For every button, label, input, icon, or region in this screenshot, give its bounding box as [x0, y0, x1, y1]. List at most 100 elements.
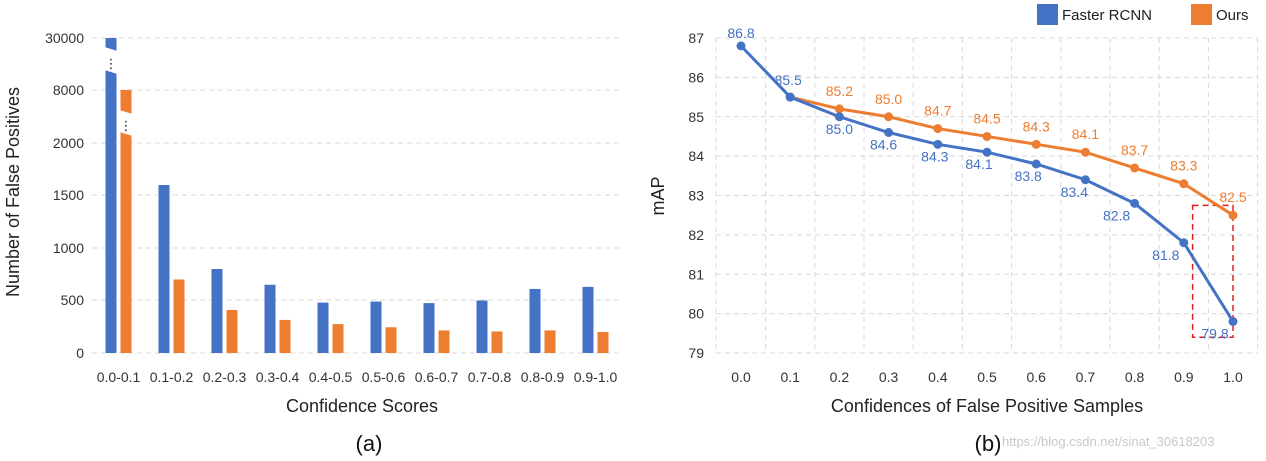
bar-faster-rcnn	[211, 269, 223, 353]
x-tick-label: 0.0	[731, 369, 751, 385]
bar-ours	[385, 327, 397, 353]
bar-faster-rcnn	[423, 303, 435, 353]
legend-swatch-faster-rcnn	[1037, 4, 1058, 25]
bar-ours	[597, 332, 609, 353]
y-tick-label: 79	[688, 345, 704, 361]
data-label-ours: 85.2	[826, 83, 853, 99]
legend-label-ours: Ours	[1216, 7, 1249, 24]
y-axis-title: Number of False Positives	[3, 87, 23, 297]
x-axis-title: Confidences of False Positive Samples	[831, 396, 1143, 416]
x-tick-label: 0.8-0.9	[521, 369, 565, 385]
y-tick-label: 500	[61, 292, 85, 308]
y-tick-label: 80	[688, 306, 704, 322]
highlight-box	[1191, 204, 1234, 338]
y-tick-label: 86	[688, 69, 704, 85]
bar-faster-rcnn	[370, 301, 382, 353]
bar-faster-rcnn	[264, 284, 276, 353]
bar-faster-rcnn	[317, 302, 329, 353]
bar-faster-rcnn	[529, 288, 541, 353]
y-tick-label: 1500	[53, 187, 84, 203]
bar-faster-rcnn	[105, 38, 117, 353]
data-label-ours: 84.1	[1072, 126, 1099, 142]
x-tick-label: 0.1	[780, 369, 800, 385]
point-faster-rcnn	[1179, 238, 1189, 248]
x-tick-label: 0.5-0.6	[362, 369, 406, 385]
data-label-ours: 83.3	[1170, 158, 1197, 174]
bar-ours	[120, 90, 132, 353]
point-faster-rcnn	[933, 139, 943, 149]
x-tick-label: 0.2	[830, 369, 850, 385]
chart-a-false-positives: 0 500 1000 1500 2000 8000 30000 0.0-0.1 0.1-0.2 0…	[3, 30, 622, 456]
y-tick-label: 84	[688, 148, 704, 164]
point-faster-rcnn	[1080, 175, 1090, 185]
data-label-faster-rcnn: 84.1	[965, 156, 992, 172]
chart-b-map: 79 80 81 82 83 84 85 86 87 0.0 0.1 0.2 0.3 0.4 0.5 0.6 0…	[648, 4, 1259, 456]
bar-ours	[332, 324, 344, 353]
data-label-faster-rcnn: 84.6	[870, 137, 897, 153]
point-ours	[1179, 179, 1189, 189]
data-label-ours: 84.3	[1023, 118, 1050, 134]
data-label-ours: 82.5	[1219, 189, 1246, 205]
point-faster-rcnn	[1130, 198, 1140, 208]
point-ours	[1130, 163, 1140, 173]
x-tick-label: 0.6-0.7	[415, 369, 459, 385]
x-tick-label: 0.6	[1026, 369, 1046, 385]
point-faster-rcnn	[884, 128, 894, 137]
chart-caption: (b)	[975, 431, 1002, 456]
legend-swatch-ours	[1191, 4, 1212, 25]
data-label-faster-rcnn: 82.8	[1103, 207, 1130, 223]
line-ours	[789, 95, 1234, 217]
data-label-faster-rcnn: 85.5	[775, 72, 802, 88]
bar-ours	[491, 331, 503, 353]
x-tick-label: 0.9	[1174, 369, 1194, 385]
point-faster-rcnn	[1228, 317, 1238, 326]
bar-faster-rcnn	[582, 286, 594, 353]
data-label-faster-rcnn: 79.8	[1201, 326, 1228, 342]
y-tick-label: 30000	[45, 30, 84, 46]
y-tick-label: 87	[688, 30, 704, 46]
y-tick-label: 81	[688, 266, 704, 282]
axis-break-gap-faster	[104, 47, 118, 74]
watermark: https://blog.csdn.net/sinat_30618203	[1002, 434, 1215, 449]
point-faster-rcnn	[736, 41, 746, 51]
x-tick-label: 1.0	[1223, 369, 1243, 385]
data-label-ours: 85.0	[875, 91, 902, 107]
axis-break-dots: ⋮	[105, 56, 118, 71]
x-tick-label: 0.3	[879, 369, 899, 385]
x-tick-label: 0.3-0.4	[256, 369, 300, 385]
data-label-ours: 84.7	[924, 103, 951, 119]
legend-label-faster-rcnn: Faster RCNN	[1062, 7, 1152, 24]
y-tick-label: 83	[688, 188, 704, 204]
point-faster-rcnn	[1031, 159, 1041, 169]
x-tick-label: 0.4-0.5	[309, 369, 353, 385]
bar-ours	[279, 319, 291, 353]
point-ours	[1228, 210, 1238, 220]
bar-ours	[544, 330, 556, 353]
data-label-faster-rcnn: 84.3	[921, 148, 948, 164]
y-tick-label: 2000	[53, 135, 84, 151]
y-tick-label: 82	[688, 227, 704, 243]
x-tick-label: 0.4	[928, 369, 948, 385]
bar-ours	[438, 330, 450, 353]
x-tick-label: 0.7-0.8	[468, 369, 512, 385]
x-tick-label: 0.7	[1076, 369, 1096, 385]
data-label-faster-rcnn: 86.8	[727, 25, 754, 41]
bar-faster-rcnn	[158, 185, 170, 353]
y-tick-label: 0	[76, 345, 84, 361]
point-ours	[933, 124, 943, 134]
data-label-ours: 83.7	[1121, 142, 1148, 158]
axis-break-dots: ⋮	[120, 118, 133, 133]
bar-faster-rcnn	[476, 300, 488, 353]
y-tick-label: 1000	[53, 240, 84, 256]
bar-ours	[226, 309, 238, 353]
data-label-faster-rcnn: 85.0	[826, 121, 853, 137]
data-label-faster-rcnn: 83.4	[1061, 184, 1088, 200]
x-tick-label: 0.0-0.1	[97, 369, 141, 385]
y-axis-title: mAP	[648, 176, 668, 215]
point-ours	[1031, 139, 1041, 149]
x-tick-label: 0.2-0.3	[203, 369, 247, 385]
axis-break-gap-ours	[119, 110, 133, 136]
chart-caption: (a)	[356, 431, 383, 456]
x-tick-label: 0.1-0.2	[150, 369, 194, 385]
point-ours	[834, 104, 844, 114]
